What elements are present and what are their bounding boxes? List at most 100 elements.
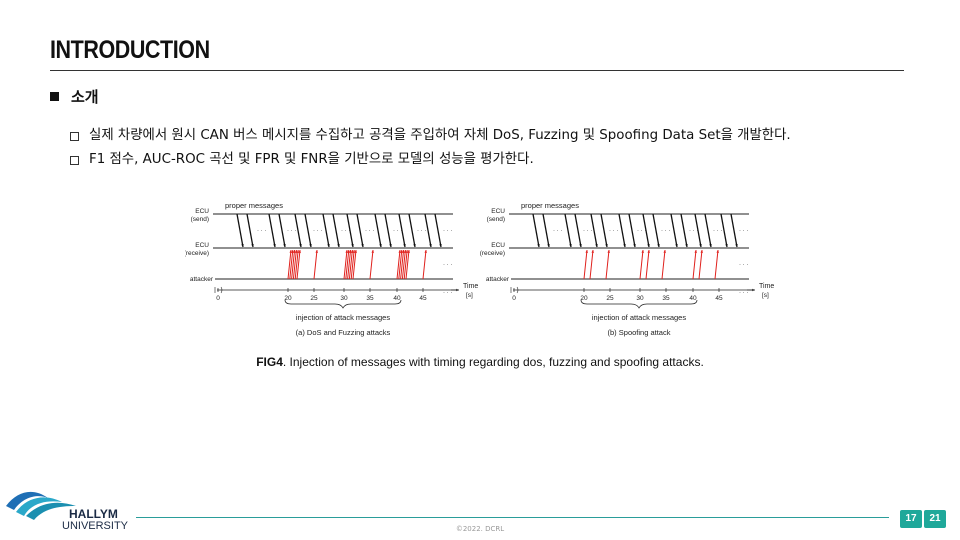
time-tick-label: 40 — [393, 295, 401, 302]
attack-message-arrow — [645, 249, 650, 280]
injection-brace — [284, 299, 402, 309]
time-tick-label: 25 — [606, 295, 614, 302]
continuation-dots: · · · — [689, 228, 698, 234]
attack-message-arrow — [714, 249, 719, 280]
attack-message-arrow — [289, 249, 294, 280]
proper-message-arrow-head — [379, 244, 382, 247]
axis-break-icon — [510, 286, 519, 294]
attack-message-arrow-head — [647, 250, 651, 253]
attack-message-arrow — [313, 249, 318, 280]
attack-message-arrow-head — [352, 250, 356, 253]
proper-message-arrow — [246, 213, 254, 248]
attacker-label: attacker — [486, 276, 510, 283]
proper-message-arrow-head — [735, 244, 738, 247]
attack-message-arrow — [287, 249, 292, 280]
attack-message-arrow-head — [293, 250, 296, 253]
continuation-dots: · · · — [341, 228, 350, 234]
proper-message-arrow-head — [595, 244, 598, 247]
attack-message-arrow-head — [296, 250, 300, 253]
time-tick-label: 45 — [419, 295, 427, 302]
proper-message-arrow-head — [725, 244, 728, 247]
panel-caption: (a) DoS and Fuzzing attacks — [296, 328, 391, 337]
attack-message-arrow-head — [424, 250, 428, 253]
proper-message-arrow — [652, 213, 660, 248]
square-bullet-icon — [50, 92, 59, 101]
proper-message-arrow — [720, 213, 728, 248]
continuation-dots: · · · — [443, 228, 452, 234]
proper-message-arrow-head — [605, 244, 608, 247]
attack-message-arrow-head — [700, 250, 704, 253]
proper-message-arrow-head — [685, 244, 688, 247]
attack-message-arrow-head — [289, 250, 293, 253]
time-axis-label: Time — [759, 283, 774, 290]
section-heading: 소개 — [50, 86, 99, 107]
ecu-receive-label: ECU — [491, 242, 505, 249]
time-axis-arrow-head — [456, 288, 459, 292]
ecu-receive-sub-label: (receive) — [480, 250, 505, 257]
proper-message-arrow — [332, 213, 340, 248]
proper-message-arrow-head — [537, 244, 540, 247]
time-tick-label: 45 — [715, 295, 723, 302]
proper-message-arrow-head — [623, 244, 626, 247]
university-name: HALLYM — [69, 507, 118, 521]
section-label: 소개 — [71, 88, 99, 106]
ecu-send-label: ECU — [195, 208, 209, 215]
attack-message-arrow — [400, 249, 405, 280]
proper-message-arrow — [278, 213, 286, 248]
proper-message-arrow — [384, 213, 392, 248]
continuation-dots: · · · — [739, 290, 748, 296]
attack-message-arrow — [405, 249, 410, 280]
bullet-text: 실제 차량에서 원시 CAN 버스 메시지를 수집하고 공격을 주입하여 자체 … — [89, 128, 791, 143]
attack-message-arrow — [291, 249, 296, 280]
attack-message-arrow-head — [407, 250, 411, 253]
proper-message-arrow-head — [413, 244, 416, 247]
copyright-text: ©2022. DCRL — [455, 525, 505, 533]
attack-message-arrow — [296, 249, 301, 280]
attack-message-arrow — [294, 249, 299, 280]
proper-message-arrow-head — [309, 244, 312, 247]
time-tick-label: 30 — [636, 295, 644, 302]
time-tick-label: 25 — [310, 295, 318, 302]
attack-message-arrow — [639, 249, 644, 280]
attack-message-arrow — [348, 249, 353, 280]
proper-message-arrow-head — [273, 244, 276, 247]
attack-message-arrow — [347, 249, 352, 280]
proper-message-arrow-head — [439, 244, 442, 247]
proper-message-arrow-head — [699, 244, 702, 247]
ecu-send-sub-label: (send) — [487, 216, 505, 223]
attack-message-arrow-head — [371, 250, 375, 253]
attack-message-arrow-head — [585, 250, 589, 253]
hollow-square-bullet-icon — [70, 155, 79, 165]
time-tick-label: 30 — [340, 295, 348, 302]
attack-message-arrow — [401, 249, 406, 280]
proper-message-arrow — [424, 213, 432, 248]
proper-messages-label: proper messages — [521, 201, 579, 210]
continuation-dots: · · · — [739, 262, 748, 268]
proper-message-arrow — [294, 213, 302, 248]
attack-message-arrow-head — [641, 250, 645, 253]
continuation-dots: · · · — [739, 228, 748, 234]
attack-message-arrow-head — [354, 250, 358, 253]
proper-message-arrow — [680, 213, 688, 248]
attack-message-arrow — [589, 249, 594, 280]
time-tick-label: 35 — [366, 295, 374, 302]
attack-message-arrow-head — [349, 250, 352, 253]
time-tick-label: 0 — [512, 295, 516, 302]
attack-message-arrow — [403, 249, 408, 280]
university-subtitle: UNIVERSITY — [62, 520, 129, 532]
attack-message-arrow — [352, 249, 357, 280]
attack-message-arrow — [398, 249, 403, 280]
proper-message-arrow-head — [337, 244, 340, 247]
continuation-dots: · · · — [313, 228, 322, 234]
proper-message-arrow-head — [429, 244, 432, 247]
ecu-receive-label: ECU — [195, 242, 209, 249]
proper-message-arrow — [304, 213, 312, 248]
continuation-dots: · · · — [393, 228, 402, 234]
attack-message-arrow-head — [400, 250, 403, 253]
caption-text: . Injection of messages with timing rega… — [282, 355, 704, 369]
proper-message-arrow-head — [579, 244, 582, 247]
bullet-text: F1 점수, AUC-ROC 곡선 및 FPR 및 FNR을 기반으로 모델의 … — [89, 152, 534, 167]
attack-message-arrow-head — [716, 250, 720, 253]
proper-message-arrow — [408, 213, 416, 248]
time-tick-label: 20 — [284, 295, 292, 302]
